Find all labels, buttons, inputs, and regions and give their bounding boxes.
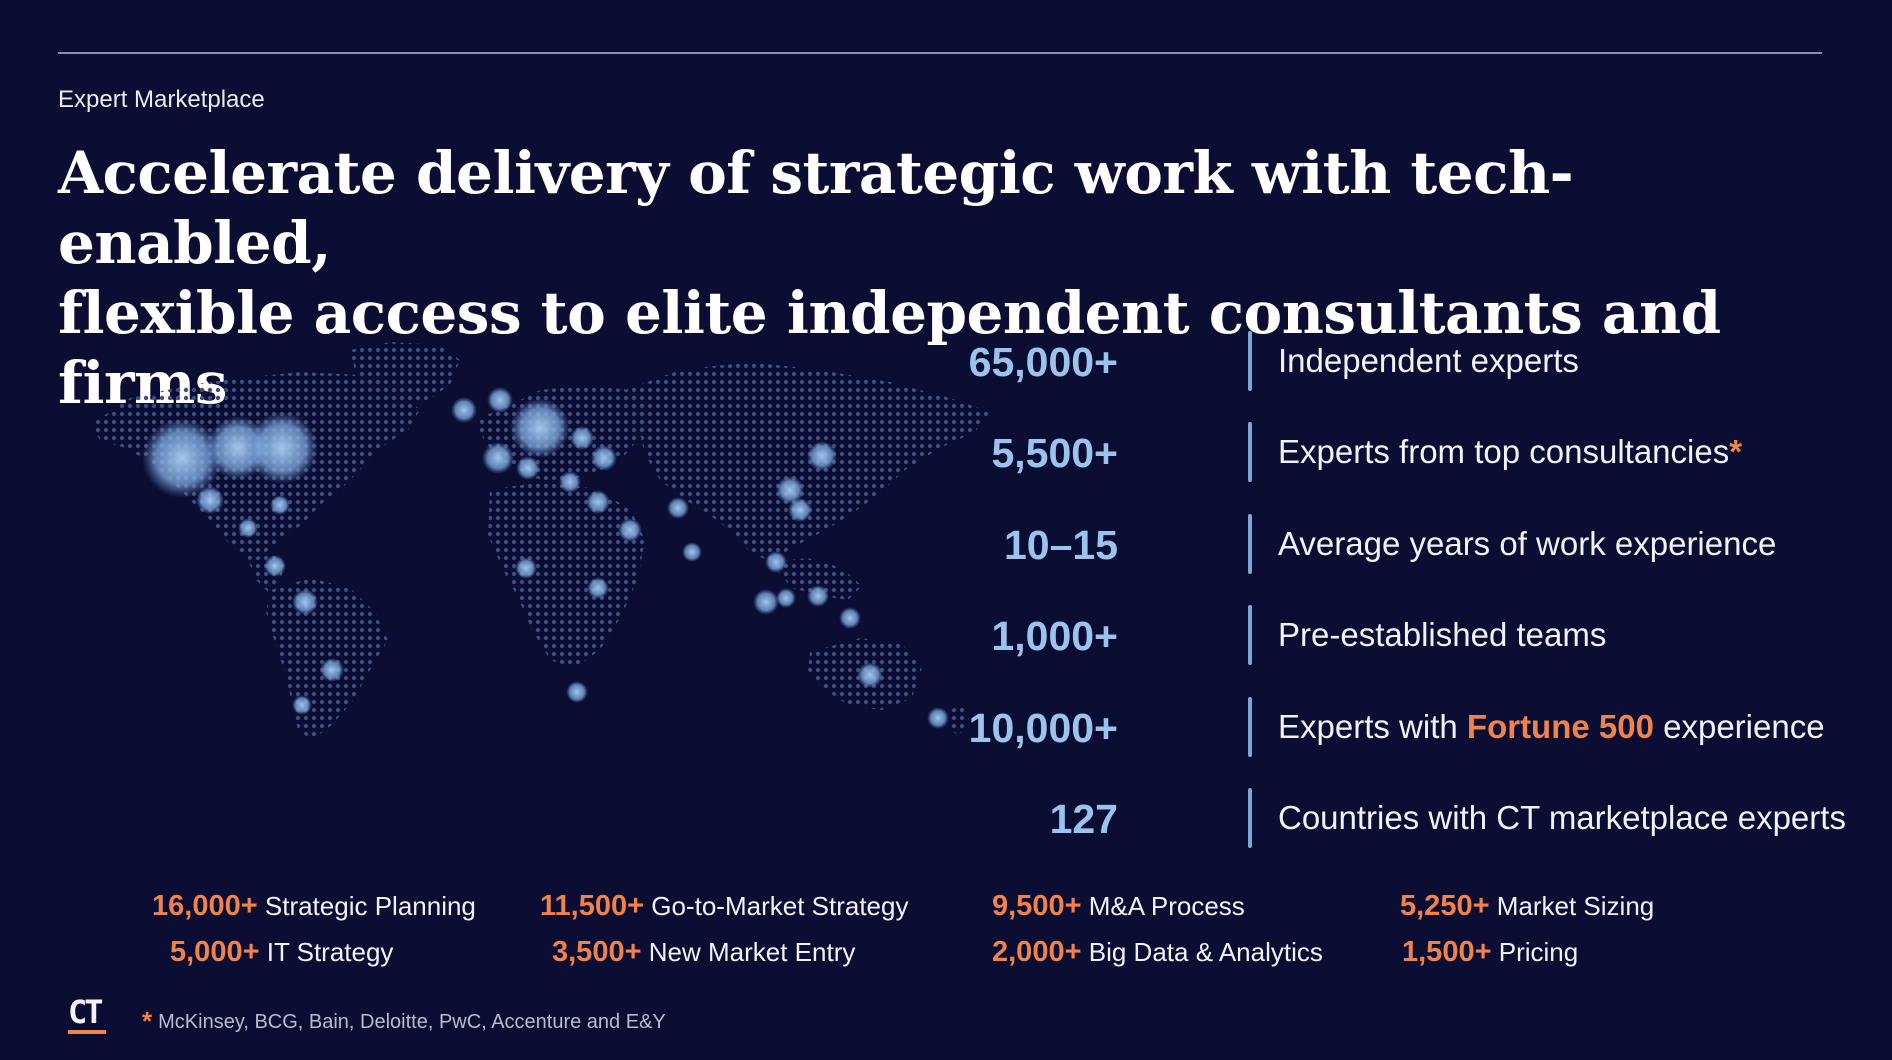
stat-row: 10–15 Average years of work experience xyxy=(980,508,1880,599)
stat-divider xyxy=(1248,787,1252,848)
stat-label: Independent experts xyxy=(1278,342,1579,379)
stat-value: 127 xyxy=(1049,795,1118,842)
category-label: IT Strategy xyxy=(266,937,394,967)
top-divider xyxy=(58,52,1822,54)
category-count: 5,250+ xyxy=(1400,890,1490,922)
stat-divider xyxy=(1248,696,1252,757)
category-count: 1,500+ xyxy=(1402,936,1492,968)
asia-landmass xyxy=(625,362,990,562)
ct-logo: CT xyxy=(68,996,108,1034)
stat-row: 1,000+ Pre-established teams xyxy=(980,599,1880,690)
stat-label: Pre-established teams xyxy=(1278,616,1607,654)
stat-divider xyxy=(1248,513,1252,574)
category-item: 1,500+ Pricing xyxy=(1402,936,1578,969)
category-item: 5,250+ Market Sizing xyxy=(1400,890,1654,923)
category-count: 16,000+ xyxy=(152,890,258,922)
category-item: 5,000+ IT Strategy xyxy=(170,936,393,969)
stat-label: Countries with CT marketplace experts xyxy=(1278,798,1846,836)
page-headline: Accelerate delivery of strategic work wi… xyxy=(58,138,1758,418)
category-count: 9,500+ xyxy=(992,890,1082,922)
stat-row: 127 Countries with CT marketplace expert… xyxy=(980,782,1880,873)
stat-value: 1,000+ xyxy=(991,613,1118,660)
greenland-landmass xyxy=(350,342,460,405)
south-america-landmass xyxy=(266,578,388,740)
category-count: 3,500+ xyxy=(552,936,642,968)
stat-label: Experts with Fortune 500 experience xyxy=(1278,708,1825,746)
southeast-asia-landmass xyxy=(770,558,862,600)
category-item: 16,000+ Strategic Planning xyxy=(152,890,476,923)
stat-divider xyxy=(1248,331,1252,391)
category-count: 5,000+ xyxy=(170,936,260,968)
category-item: 2,000+ Big Data & Analytics xyxy=(992,936,1323,969)
expertise-categories: 16,000+ Strategic Planning 11,500+ Go-to… xyxy=(0,890,1892,990)
stat-label-pre: Experts with xyxy=(1278,707,1467,745)
stat-value: 65,000+ xyxy=(968,339,1118,385)
new-zealand-landmass xyxy=(948,704,970,736)
africa-landmass xyxy=(488,482,645,668)
stat-divider xyxy=(1248,605,1252,666)
stat-label-text: Experts from top consultancies xyxy=(1278,433,1730,471)
stat-label: Experts from top consultancies* xyxy=(1278,433,1742,471)
stat-label-post: experience xyxy=(1653,707,1825,745)
stats-list: 65,000+ Independent experts 5,500+ Exper… xyxy=(969,325,1880,873)
section-eyebrow: Expert Marketplace xyxy=(58,86,265,113)
headline-line-2: flexible access to elite independent con… xyxy=(58,279,1721,417)
category-count: 11,500+ xyxy=(540,890,645,922)
category-label: New Market Entry xyxy=(648,937,856,967)
fortune-500-highlight: Fortune 500 xyxy=(1466,707,1654,745)
expert-hotspots xyxy=(142,387,949,729)
category-label: Go-to-Market Strategy xyxy=(651,891,909,921)
category-label: Strategic Planning xyxy=(264,891,476,921)
category-label: Big Data & Analytics xyxy=(1088,937,1323,967)
stat-row: 10,000+ Experts with Fortune 500 experie… xyxy=(969,691,1880,782)
logo-underline xyxy=(68,1030,106,1034)
category-item: 3,500+ New Market Entry xyxy=(552,936,855,969)
category-count: 2,000+ xyxy=(992,936,1082,968)
logo-text: CT xyxy=(68,993,104,1031)
footnote-marker: * xyxy=(1729,433,1743,471)
headline-line-1: Accelerate delivery of strategic work wi… xyxy=(58,139,1574,277)
world-map-icon xyxy=(90,342,990,740)
category-label: Market Sizing xyxy=(1496,891,1655,921)
stat-divider xyxy=(1248,422,1252,483)
stat-label: Average years of work experience xyxy=(1278,524,1777,562)
stat-row: 65,000+ Independent experts xyxy=(969,325,1880,416)
category-label: Pricing xyxy=(1498,937,1579,967)
footnote-text: McKinsey, BCG, Bain, Deloitte, PwC, Acce… xyxy=(158,1011,666,1033)
category-item: 9,500+ M&A Process xyxy=(992,890,1245,923)
stat-value: 5,500+ xyxy=(991,430,1118,477)
category-item: 11,500+ Go-to-Market Strategy xyxy=(540,890,908,923)
stat-value: 10–15 xyxy=(1003,521,1118,568)
category-label: M&A Process xyxy=(1088,891,1245,921)
footnote: * McKinsey, BCG, Bain, Deloitte, PwC, Acc… xyxy=(142,1004,666,1036)
stat-row: 5,500+ Experts from top consultancies* xyxy=(980,416,1880,507)
footnote-marker: * xyxy=(142,1006,153,1036)
stat-value: 10,000+ xyxy=(968,704,1118,751)
